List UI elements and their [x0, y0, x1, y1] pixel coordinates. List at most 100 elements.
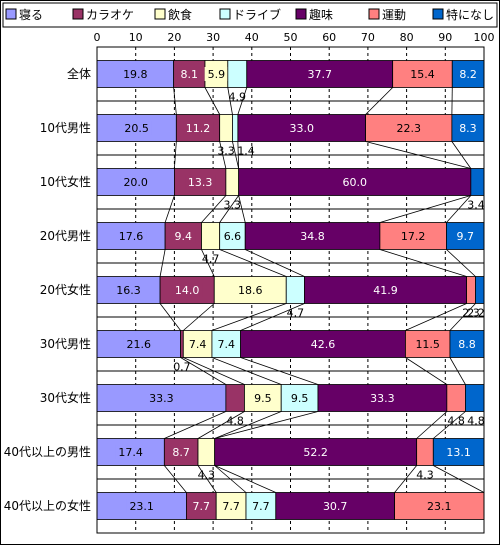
bar-segment [219, 114, 233, 142]
data-label: 17.2 [401, 230, 426, 243]
data-label-bg [121, 121, 152, 135]
data-label: 7.7 [193, 500, 211, 513]
category-label: 30代女性 [40, 390, 91, 405]
series-connector-line [245, 249, 305, 277]
bar-segment [446, 384, 466, 412]
data-label-bg [398, 229, 429, 243]
data-label: 9.4 [175, 230, 193, 243]
series-connector-line [183, 303, 215, 331]
data-label: 60.0 [342, 176, 367, 189]
data-label-outside: 4.7 [287, 307, 305, 320]
series-connector-line [227, 87, 233, 115]
series-connector-line [365, 87, 393, 115]
series-connector-line [449, 303, 476, 331]
data-label: 11.2 [186, 122, 211, 135]
bar-segment [225, 168, 240, 196]
data-label: 52.2 [303, 446, 328, 459]
data-label: 42.6 [311, 338, 336, 351]
data-label-bg [424, 499, 455, 513]
series-connector-line [197, 411, 245, 439]
data-label: 8.8 [458, 338, 476, 351]
legend-swatch [295, 8, 307, 20]
data-label: 33.0 [289, 122, 314, 135]
series-connector-line [174, 141, 177, 169]
x-tick-label: 90 [438, 31, 452, 44]
series-connector-line [379, 249, 467, 277]
data-label: 7.7 [252, 500, 270, 513]
legend-label: 趣味 [309, 7, 333, 22]
data-label: 21.6 [127, 338, 152, 351]
series-connector-line [219, 249, 287, 277]
category-label: 10代男性 [40, 121, 91, 135]
legend-label: 特になし [446, 7, 494, 22]
bar-segment [466, 276, 476, 304]
data-label: 8.7 [172, 446, 190, 459]
data-label-outside: 2.3 [462, 307, 480, 320]
legend-swatch [219, 8, 231, 20]
series-connector-line [433, 411, 466, 439]
bar-segment [232, 114, 239, 142]
data-label-bg [185, 337, 210, 351]
data-label-outside: 4.3 [416, 469, 434, 482]
data-label: 7.4 [218, 338, 236, 351]
data-label-outside: 4.8 [226, 415, 244, 428]
data-label-bg [204, 67, 229, 81]
data-label: 8.1 [181, 68, 199, 81]
category-label: 40代以上の男性 [4, 445, 91, 459]
data-label-bg [297, 229, 328, 243]
x-tick-label: 10 [129, 31, 143, 44]
bar-segment [227, 60, 248, 88]
data-label: 8.3 [459, 122, 477, 135]
data-label-bg [249, 499, 273, 513]
data-label-bg [116, 229, 147, 243]
data-label-bg [300, 445, 331, 459]
data-label-bg [189, 499, 214, 513]
bar-segment [465, 384, 485, 412]
legend-label: カラオケ [86, 8, 134, 22]
series-connector-line [211, 303, 287, 331]
x-tick-label: 60 [322, 31, 336, 44]
data-label-outside: 4.7 [202, 253, 220, 266]
bar-segment [475, 276, 485, 304]
bar-segment [201, 222, 221, 250]
series-connector-line [197, 465, 217, 493]
data-label-bg [219, 499, 243, 513]
x-tick-label: 50 [284, 31, 298, 44]
data-label-outside: 4.8 [467, 415, 485, 428]
data-label-bg [370, 283, 401, 297]
series-connector-line [365, 141, 471, 169]
series-connector-line [214, 411, 282, 439]
category-label: 20代男性 [40, 229, 91, 243]
series-connector-line [201, 249, 215, 277]
series-connector-line [159, 249, 166, 277]
series-connector-line [405, 303, 467, 331]
legend-label: ドライブ [233, 7, 281, 22]
legend-swatch [72, 8, 84, 20]
data-label: 33.3 [370, 392, 395, 405]
series-connector-line [237, 87, 248, 115]
x-tick-label: 40 [245, 31, 259, 44]
data-label-bg [171, 229, 196, 243]
series-connector-line [446, 249, 476, 277]
data-label-bg [367, 391, 398, 405]
x-tick-label: 70 [361, 31, 375, 44]
series-connector-line [232, 141, 240, 169]
series-connector-line [238, 195, 246, 223]
data-label-bg [146, 391, 177, 405]
series-connector-line [446, 195, 472, 223]
legend-box [2, 2, 498, 28]
data-label-outside: 4.3 [198, 469, 216, 482]
data-label-bg [123, 337, 154, 351]
x-tick-label: 30 [206, 31, 220, 44]
data-label-bg [185, 175, 216, 189]
data-label-outside: 4.8 [447, 415, 465, 428]
legend-swatch [368, 8, 380, 20]
data-label-bg [120, 67, 151, 81]
data-label-bg [320, 499, 351, 513]
series-connector-line [451, 141, 472, 169]
data-label: 23.1 [427, 500, 452, 513]
data-label-bg [220, 229, 245, 243]
x-tick-label: 100 [474, 31, 495, 44]
series-connector-line [214, 465, 247, 493]
